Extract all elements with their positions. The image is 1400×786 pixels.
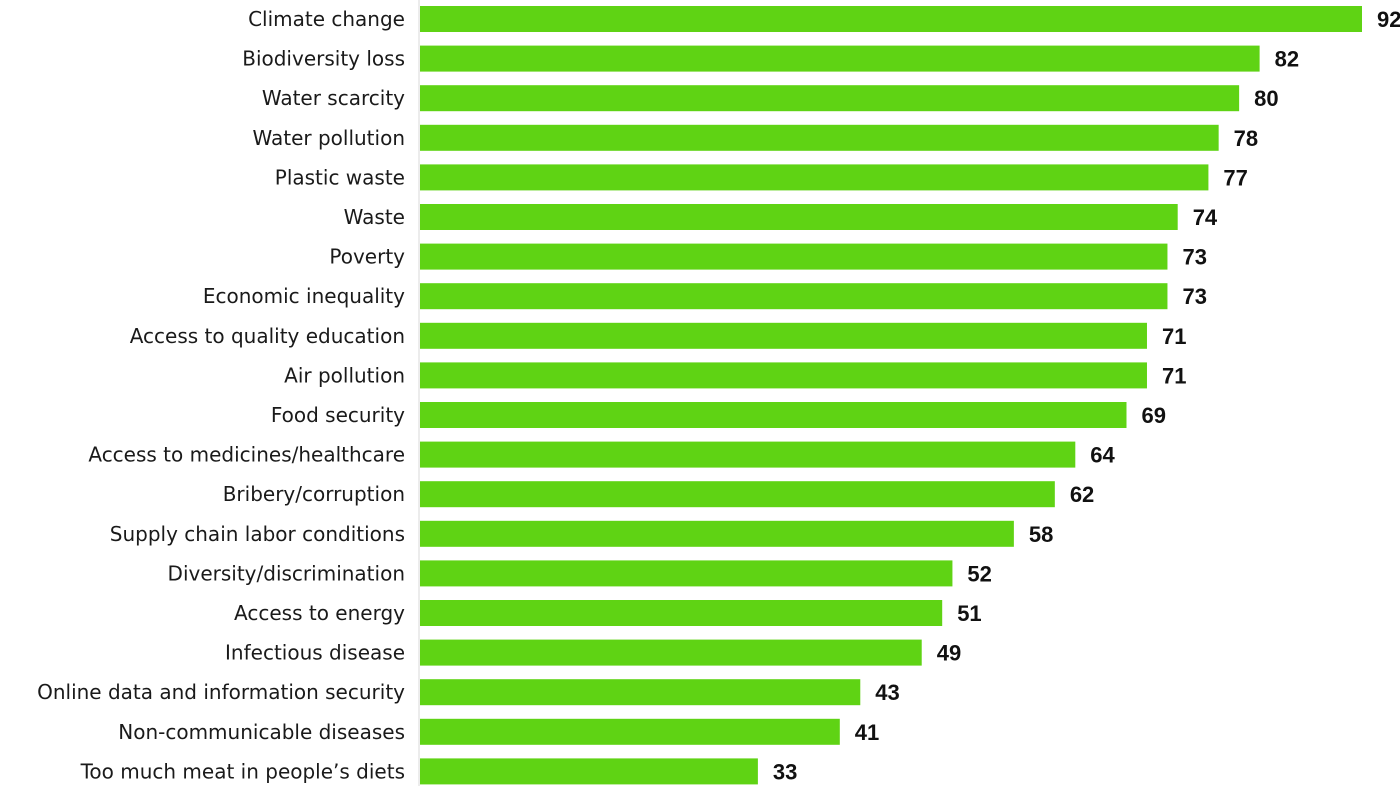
bar	[420, 164, 1209, 191]
category-label: Supply chain labor conditions	[110, 522, 405, 546]
value-label: 49	[937, 641, 961, 666]
category-label: Air pollution	[284, 363, 405, 387]
value-label: 71	[1162, 324, 1186, 349]
category-label: Food security	[271, 403, 405, 427]
value-label: 64	[1090, 443, 1115, 468]
category-label: Plastic waste	[275, 165, 405, 189]
bar	[420, 758, 758, 785]
category-label: Poverty	[329, 245, 405, 269]
value-label: 52	[967, 561, 991, 586]
category-label: Water scarcity	[262, 86, 405, 110]
bar	[420, 402, 1127, 428]
category-label: Access to medicines/healthcare	[88, 443, 405, 467]
category-label: Online data and information security	[37, 680, 405, 704]
bar	[420, 243, 1168, 270]
category-label: Economic inequality	[203, 284, 405, 308]
bar	[420, 124, 1219, 151]
category-label: Waste	[344, 205, 405, 229]
category-label: Access to energy	[234, 601, 405, 625]
bar	[420, 718, 840, 745]
bar	[420, 560, 953, 587]
category-label: Water pollution	[252, 126, 405, 150]
bar	[420, 441, 1076, 468]
category-label: Access to quality education	[130, 324, 405, 348]
category-label: Bribery/corruption	[223, 482, 405, 506]
value-label: 80	[1254, 86, 1278, 111]
value-label: 82	[1275, 47, 1299, 72]
value-label: 71	[1162, 363, 1186, 388]
value-label: 69	[1142, 403, 1166, 428]
value-label: 78	[1234, 126, 1258, 151]
value-label: 77	[1223, 165, 1247, 190]
bar	[420, 520, 1014, 547]
bar	[420, 6, 1362, 32]
category-label: Too much meat in people’s diets	[80, 759, 405, 783]
value-label: 74	[1193, 205, 1218, 230]
category-label: Climate change	[248, 7, 405, 31]
bar	[420, 283, 1168, 310]
value-label: 73	[1182, 284, 1206, 309]
bar	[420, 362, 1147, 389]
bar	[420, 204, 1178, 230]
category-label: Infectious disease	[225, 641, 405, 665]
value-label: 41	[855, 720, 879, 745]
category-label: Non-communicable diseases	[118, 720, 405, 744]
value-label: 51	[957, 601, 981, 626]
value-label: 73	[1182, 245, 1206, 270]
bar	[420, 85, 1240, 112]
value-label: 58	[1029, 522, 1053, 547]
bar	[420, 600, 943, 626]
category-label: Diversity/discrimination	[168, 561, 405, 585]
bar	[420, 481, 1055, 508]
bar	[420, 322, 1147, 349]
bar	[420, 679, 861, 706]
value-label: 43	[875, 680, 899, 705]
bar	[420, 639, 922, 666]
bar	[420, 45, 1260, 72]
value-label: 33	[773, 759, 797, 784]
value-label: 62	[1070, 482, 1094, 507]
value-label: 92	[1377, 7, 1400, 32]
category-label: Biodiversity loss	[242, 47, 405, 71]
